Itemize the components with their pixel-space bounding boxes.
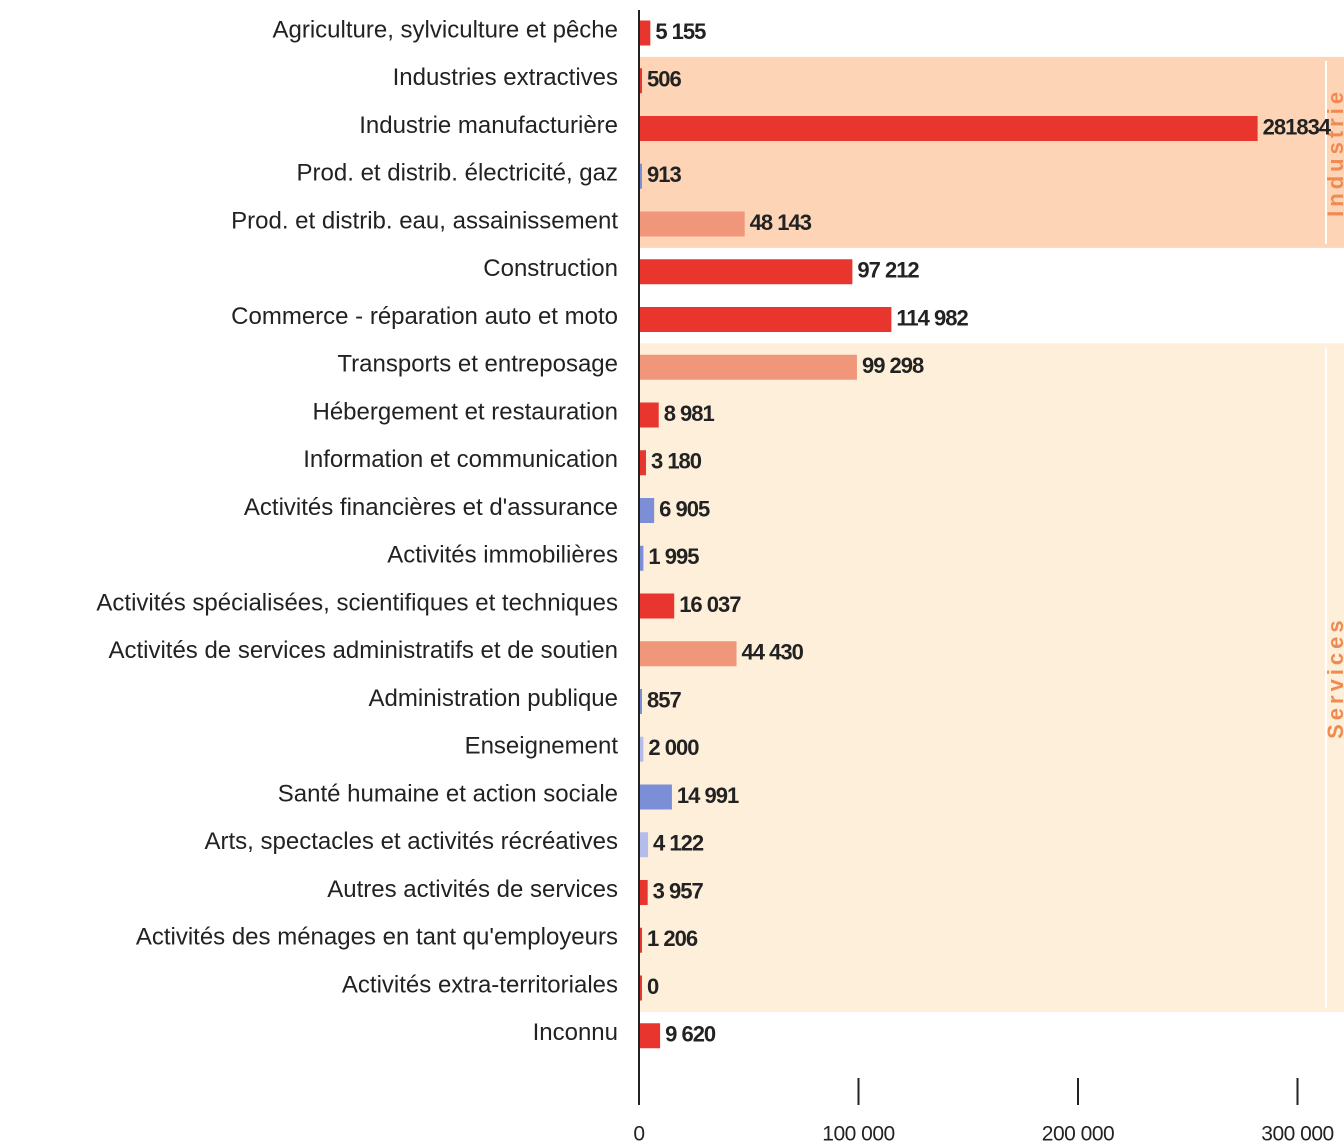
category-label: Activités de services administratifs et …: [108, 637, 618, 664]
bar: [639, 880, 648, 905]
value-label: 857: [647, 687, 681, 712]
category-label: Activités immobilières: [387, 542, 618, 569]
value-label: 3 957: [653, 878, 704, 903]
category-label: Transports et entreposage: [337, 351, 618, 378]
group-band: [639, 56, 1344, 248]
x-tick-label: 200 000: [1042, 1123, 1114, 1146]
category-label: Agriculture, sylviculture et pêche: [273, 16, 619, 43]
bar: [639, 211, 745, 237]
value-label: 2 000: [648, 735, 699, 760]
value-label: 1 995: [648, 544, 699, 569]
category-label: Prod. et distrib. eau, assainissement: [231, 207, 618, 234]
value-label: 9 620: [665, 1022, 716, 1047]
bar: [639, 498, 655, 523]
bar: [639, 593, 675, 619]
value-label: 114 982: [896, 305, 968, 330]
category-label: Activités des ménages en tant qu'employe…: [136, 924, 618, 951]
category-label: Hébergement et restauration: [312, 398, 618, 425]
value-label: 913: [647, 162, 681, 187]
bar: [639, 116, 1258, 141]
bar: [639, 975, 642, 1001]
bar: [639, 20, 651, 46]
category-label: Prod. et distrib. électricité, gaz: [297, 160, 618, 187]
value-label: 97 212: [857, 258, 919, 283]
category-label: Enseignement: [465, 733, 619, 760]
value-label: 44 430: [742, 640, 804, 665]
category-label: Santé humaine et action sociale: [278, 780, 618, 807]
category-label: Industrie manufacturière: [359, 112, 618, 139]
bar: [639, 307, 892, 332]
category-label: Industries extractives: [393, 64, 618, 91]
value-label: 99 298: [862, 353, 924, 378]
category-label: Inconnu: [533, 1019, 618, 1046]
bar: [639, 402, 659, 428]
bar: [639, 689, 642, 714]
group-band: [639, 343, 1344, 1012]
bar: [639, 68, 642, 94]
value-label: 6 905: [659, 496, 710, 521]
value-label: 0: [647, 974, 659, 999]
category-label: Administration publique: [369, 685, 618, 712]
category-label: Arts, spectacles et activités récréative…: [205, 828, 618, 855]
value-label: 16 037: [679, 592, 741, 617]
group-label: Services: [1323, 616, 1344, 739]
category-label: Activités spécialisées, scientifiques et…: [96, 589, 618, 616]
x-tick-label: 0: [633, 1123, 644, 1146]
bar: [639, 832, 649, 858]
value-label: 5 155: [655, 19, 706, 44]
category-label: Activités financières et d'assurance: [244, 494, 618, 521]
value-label: 3 180: [651, 449, 702, 474]
category-label: Commerce - réparation auto et moto: [231, 303, 618, 330]
value-label: 8 981: [664, 401, 715, 426]
category-label: Autres activités de services: [327, 876, 618, 903]
value-label: 506: [647, 67, 681, 92]
bar: [639, 354, 857, 380]
bar: [639, 641, 737, 667]
bar: [639, 1023, 661, 1049]
bar: [639, 545, 644, 571]
bar: [639, 163, 642, 189]
value-label: 4 122: [653, 831, 704, 856]
category-label: Information et communication: [303, 446, 618, 473]
group-label: Industrie: [1323, 88, 1344, 217]
bar: [639, 784, 672, 810]
value-label: 1 206: [647, 926, 698, 951]
bar: [639, 259, 853, 285]
value-label: 14 991: [677, 783, 739, 808]
category-label: Activités extra-territoriales: [342, 971, 618, 998]
bar: [639, 736, 644, 762]
bar: [639, 927, 642, 953]
category-label: Construction: [483, 255, 618, 282]
bar: [639, 450, 646, 476]
x-tick-label: 300 000: [1261, 1123, 1333, 1146]
value-label: 281834: [1263, 114, 1332, 139]
value-label: 48 143: [750, 210, 812, 235]
x-tick-label: 100 000: [822, 1123, 894, 1146]
